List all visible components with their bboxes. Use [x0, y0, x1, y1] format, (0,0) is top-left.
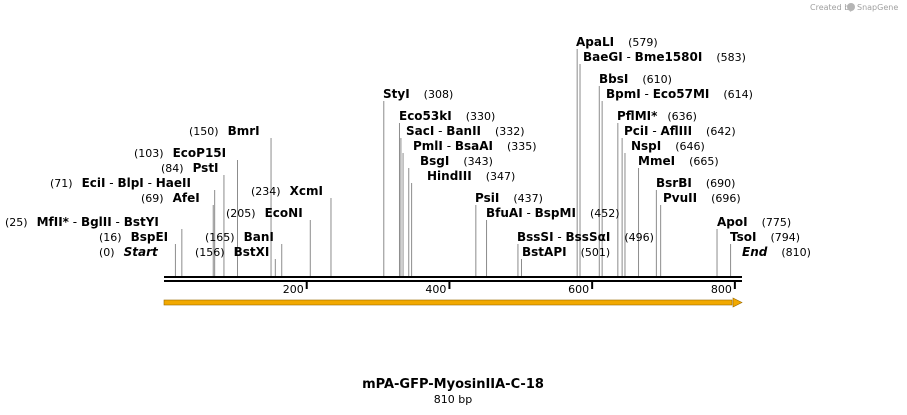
- site-econi[interactable]: (205) EcoNI: [226, 206, 303, 220]
- site-pmli-bsaai[interactable]: PmlI - BsaAI (335): [413, 139, 537, 153]
- backbone-bottom-strand: [164, 280, 742, 282]
- end-label: End: [742, 245, 768, 259]
- backbone: [164, 276, 742, 282]
- site-bsgi[interactable]: BsgI (343): [420, 154, 493, 168]
- ruler-label-800: 800: [711, 283, 732, 296]
- site-apoi[interactable]: ApoI (775): [717, 215, 791, 229]
- feature-arrow-head[interactable]: [732, 297, 743, 308]
- site-apali[interactable]: ApaLI (579): [576, 35, 658, 49]
- site-eco53ki[interactable]: Eco53kI (330): [399, 109, 495, 123]
- backbone-top-strand: [164, 276, 742, 278]
- start-label: Start: [124, 245, 159, 259]
- created-by-text: Created by: [810, 3, 854, 12]
- site-bspei[interactable]: (16) BspEI: [99, 230, 168, 244]
- site-start: (0) Start: [99, 245, 159, 259]
- site-bstxi[interactable]: (156) BstXI: [195, 245, 269, 259]
- site-pcii-afliii[interactable]: PciI - AflIII (642): [624, 124, 736, 138]
- site-mfii-bglii-bstyi[interactable]: (25) MfII* - BglII - BstYI: [5, 215, 159, 229]
- branding: Created by SnapGene: [810, 3, 898, 12]
- site-ecii-blpi-haeii[interactable]: (71) EciI - BlpI - HaeII: [50, 176, 191, 190]
- brand-name: SnapGene: [857, 3, 898, 12]
- site-styi[interactable]: StyI (308): [383, 87, 453, 101]
- sequence-name: mPA-GFP-MyosinIIA-C-18: [362, 377, 544, 392]
- site-labels: (0) Start (16) BspEI (25) MfII* - BglII - B…: [5, 35, 811, 259]
- site-bmri[interactable]: (150) BmrI: [189, 124, 260, 138]
- site-pvuii[interactable]: PvuII (696): [663, 191, 741, 205]
- site-leaders: [174, 49, 732, 276]
- site-end: End (810): [742, 245, 811, 259]
- site-hindiii[interactable]: HindIII (347): [427, 169, 515, 183]
- ruler: 200 400 600 800: [283, 282, 736, 296]
- feature-orf[interactable]: [163, 297, 743, 308]
- site-baegi-bme1580i[interactable]: BaeGI - Bme1580I (583): [583, 50, 746, 64]
- ruler-label-400: 400: [425, 283, 446, 296]
- site-pflmi[interactable]: PflMI* (636): [617, 109, 697, 123]
- site-xcmi[interactable]: (234) XcmI: [251, 184, 323, 198]
- sequence-length: 810 bp: [434, 393, 472, 406]
- site-pos: (810): [781, 246, 811, 259]
- site-bstapi[interactable]: BstAPI (501): [522, 245, 610, 259]
- site-bani[interactable]: (165) BanI: [205, 230, 274, 244]
- site-bsssi-bsssai[interactable]: BssSI - BssSαI (496): [517, 230, 654, 244]
- site-nspi[interactable]: NspI (646): [631, 139, 705, 153]
- ruler-label-200: 200: [283, 283, 304, 296]
- site-bbsi[interactable]: BbsI (610): [599, 72, 672, 86]
- site-saci-banii[interactable]: SacI - BanII (332): [406, 124, 525, 138]
- snapgene-logo-icon: [847, 3, 855, 11]
- site-mmei[interactable]: MmeI (665): [638, 154, 719, 168]
- site-tsoi[interactable]: TsoI (794): [730, 230, 800, 244]
- site-psti[interactable]: (84) PstI: [161, 161, 219, 175]
- site-pos: (0): [99, 246, 115, 259]
- site-bsrbi[interactable]: BsrBI (690): [656, 176, 735, 190]
- site-psii[interactable]: PsiI (437): [475, 191, 543, 205]
- feature-arrow-body[interactable]: [163, 299, 733, 306]
- ruler-label-600: 600: [568, 283, 589, 296]
- site-ecop15i[interactable]: (103) EcoP15I: [134, 146, 226, 160]
- site-bfuai-bspmi[interactable]: BfuAI - BspMI (452): [486, 206, 620, 220]
- site-bpmi-eco57mi[interactable]: BpmI - Eco57MI (614): [606, 87, 753, 101]
- site-afei[interactable]: (69) AfeI: [141, 191, 200, 205]
